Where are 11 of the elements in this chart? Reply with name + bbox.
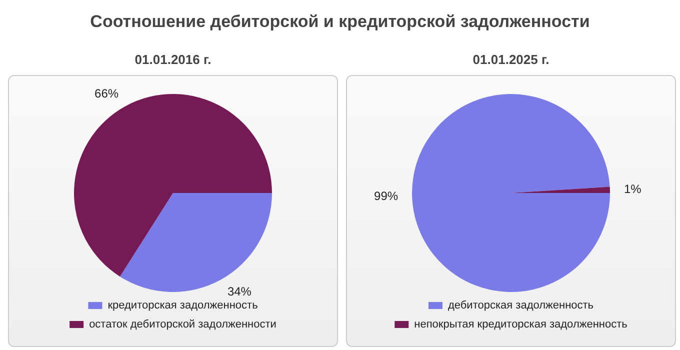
legend-label: дебиторская задолженность [448,300,594,312]
data-label: 34% [227,284,252,298]
legend-label: кредиторская задолженность [108,300,258,312]
data-label: 1% [624,182,642,196]
chart-subtitle: 01.01.2016 г. [134,51,212,69]
legend-label: непокрытая кредиторская задолженность [414,318,628,331]
text: Соотношение дебиторской и кредиторской задолженности [89,12,591,32]
data-label: 66% [94,86,119,100]
chart-subtitle: 01.01.2025 г. [472,51,550,69]
legend-label: остаток дебиторской задолженности [89,318,276,331]
data-label: 99% [374,188,398,203]
